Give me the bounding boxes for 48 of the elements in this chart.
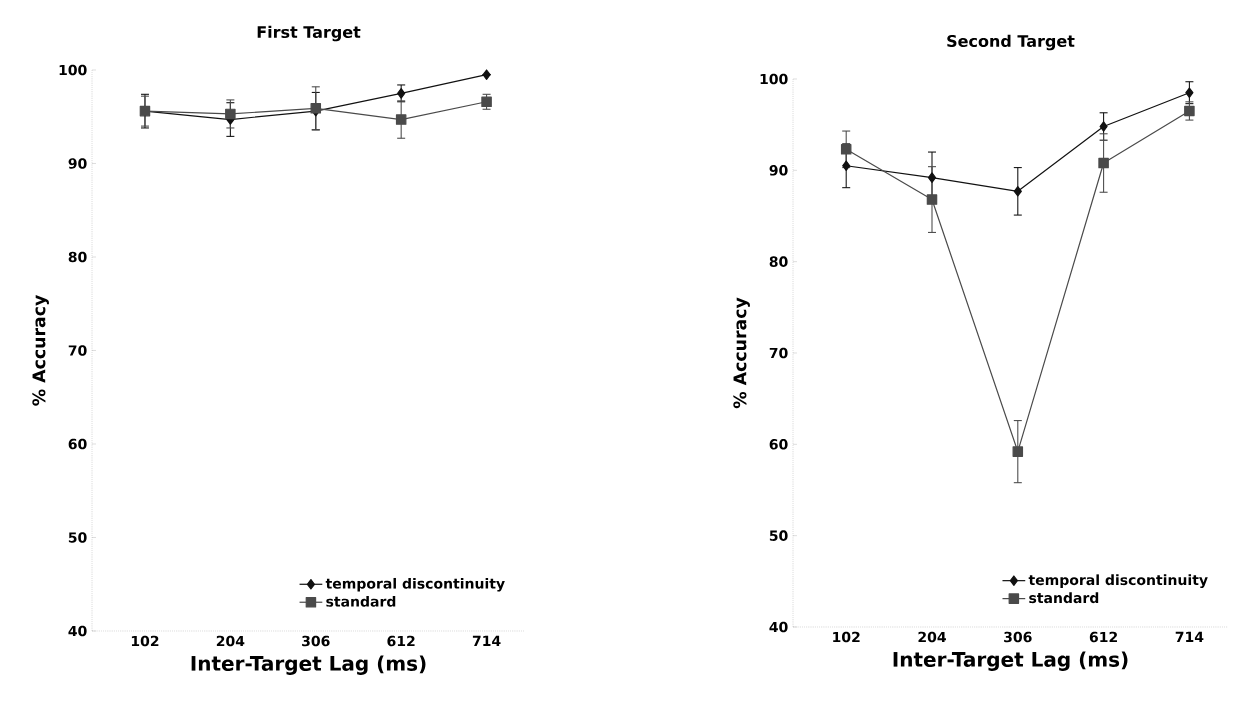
x-tick-label: 612 (1089, 631, 1117, 643)
x-tick-label: 306 (1004, 631, 1032, 643)
y-tick-label: 70 (68, 345, 87, 356)
point (926, 194, 938, 205)
y-axis-title: % Accuracy (32, 295, 49, 406)
x-tick-label: 612 (387, 635, 415, 647)
point (1184, 105, 1195, 117)
x-axis-title: Inter-Target Lag (ms) (893, 651, 1128, 671)
point (1098, 157, 1109, 169)
y-tick-label: 60 (769, 439, 788, 450)
x-tick-label: 204 (918, 631, 946, 643)
point (395, 114, 407, 125)
y-tick-label: 90 (769, 165, 788, 176)
x-tick-label: 714 (1175, 631, 1204, 642)
x-tick-label: 102 (131, 635, 159, 647)
y-tick-label: 80 (68, 251, 87, 263)
y-tick-label: 50 (68, 532, 87, 543)
y-tick-label: 100 (59, 64, 87, 76)
point (397, 88, 406, 99)
y-tick-label: 80 (769, 256, 788, 267)
y-tick-label: 100 (760, 73, 788, 85)
point (1013, 186, 1022, 197)
x-tick-label: 306 (302, 635, 330, 647)
point (225, 108, 236, 120)
x-axis-title: Inter-Target Lag (ms) (191, 655, 426, 675)
chart-title: Second Target (947, 34, 1075, 51)
x-tick-label: 102 (833, 631, 860, 643)
legend-label: standard (1029, 592, 1099, 604)
y-tick-label: 60 (68, 438, 87, 450)
y-axis-title: % Accuracy (733, 297, 750, 409)
point (482, 69, 491, 80)
point (840, 144, 852, 155)
y-tick-label: 90 (68, 158, 87, 169)
y-tick-label: 50 (769, 530, 788, 541)
point (842, 160, 851, 172)
point (1099, 121, 1108, 132)
y-tick-label: 40 (769, 621, 788, 633)
point (1012, 446, 1024, 457)
y-tick-label: 40 (68, 625, 87, 637)
x-tick-label: 714 (472, 635, 501, 646)
chart-title: First Target (257, 25, 361, 42)
legend-label: temporal discontinuity (325, 577, 505, 592)
legend-label: standard (326, 595, 396, 607)
point (1185, 87, 1194, 98)
point (927, 172, 937, 183)
legend-label: temporal discontinuity (1028, 574, 1208, 588)
x-tick-label: 204 (216, 635, 245, 647)
y-tick-label: 70 (769, 347, 788, 359)
